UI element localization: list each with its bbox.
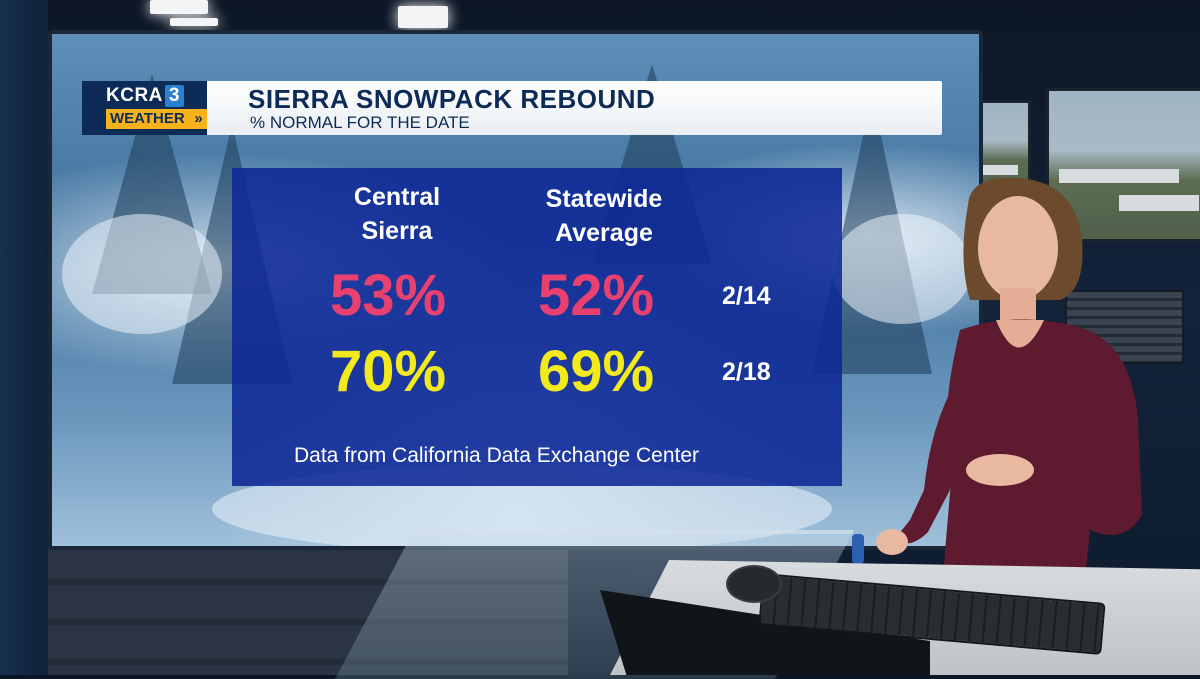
studio-lower-wall xyxy=(48,545,568,675)
building-image xyxy=(1119,195,1199,211)
clicker-remote xyxy=(852,534,864,564)
presenter-face xyxy=(978,196,1058,300)
computer-mouse xyxy=(726,565,782,603)
presenter-neckline xyxy=(996,320,1044,348)
snow-patch xyxy=(832,214,972,324)
snowpack-data-panel: Central Sierra Statewide Average 53% 52%… xyxy=(232,168,842,486)
graphic-subtitle: % NORMAL FOR THE DATE xyxy=(250,113,470,132)
column-header-statewide-average: Statewide Average xyxy=(545,185,663,247)
building-image xyxy=(1059,169,1179,183)
weather-video-wall: KCRA 3 WEATHER» SIERRA SNOWPACK REBOUND %… xyxy=(48,30,983,550)
data-source-note: Data from California Data Exchange Cente… xyxy=(294,444,700,467)
ceiling-light xyxy=(398,6,448,28)
logo-weather-badge: WEATHER» xyxy=(106,109,207,129)
ceiling-light xyxy=(170,18,218,26)
statewide-value-row2: 69% xyxy=(538,339,655,404)
side-monitor-large xyxy=(1046,88,1200,242)
kcra-weather-logo: KCRA 3 WEATHER» xyxy=(82,81,207,135)
graphic-title: SIERRA SNOWPACK REBOUND xyxy=(248,84,656,114)
date-label-row2: 2/18 xyxy=(722,358,771,386)
graphic-header-bar: KCRA 3 WEATHER» SIERRA SNOWPACK REBOUND %… xyxy=(82,81,942,135)
statewide-value-row1: 52% xyxy=(538,263,655,328)
date-label-row1: 2/14 xyxy=(722,282,771,310)
ceiling-light xyxy=(150,0,208,14)
building-image xyxy=(978,165,1018,175)
snow-patch xyxy=(62,214,222,334)
presenter-hand xyxy=(876,529,908,555)
presenter-arm xyxy=(894,360,970,544)
presenter-arm xyxy=(1016,400,1112,510)
central-sierra-value-row2: 70% xyxy=(330,339,447,404)
presenter-hand xyxy=(966,454,1034,486)
presenter-dress xyxy=(940,319,1142,610)
logo-number: 3 xyxy=(164,85,184,107)
studio-left-wall xyxy=(0,0,48,675)
weather-presenter xyxy=(852,177,1142,610)
column-header-central-sierra: Central Sierra xyxy=(353,183,441,245)
central-sierra-value-row1: 53% xyxy=(330,263,447,328)
logo-station-text: KCRA 3 xyxy=(106,85,184,107)
chevron-right-icon: » xyxy=(194,110,203,127)
